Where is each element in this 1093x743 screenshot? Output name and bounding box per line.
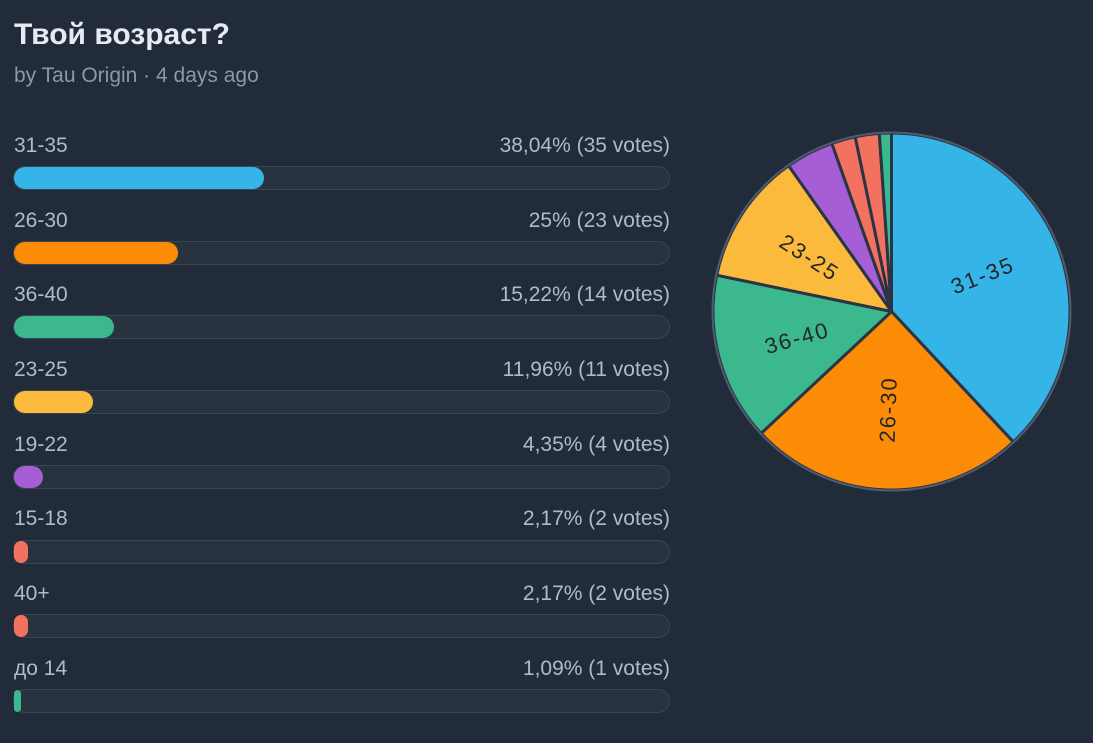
svg-text:26-30: 26-30 [874,375,901,442]
